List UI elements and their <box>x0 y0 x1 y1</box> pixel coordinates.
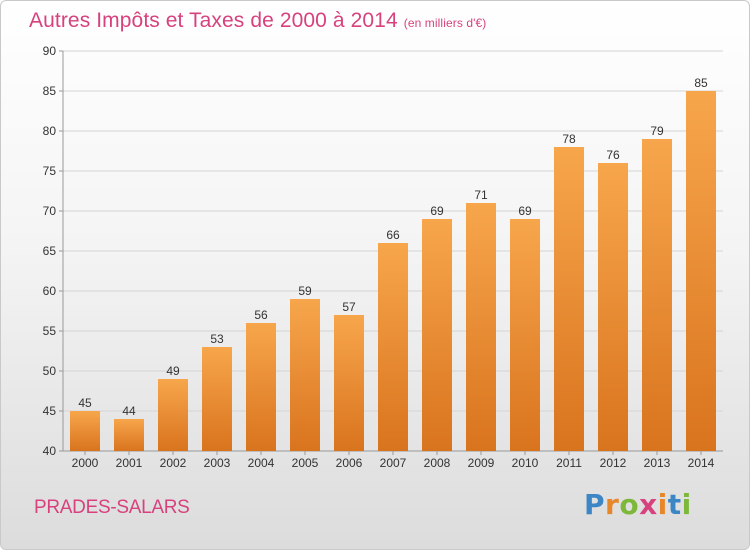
x-tick-label: 2000 <box>72 456 99 470</box>
bar-2006 <box>334 315 364 451</box>
data-label: 45 <box>78 396 92 410</box>
x-tick-label: 2003 <box>204 456 231 470</box>
logo-letter: i <box>681 488 692 521</box>
x-tick-label: 2002 <box>160 456 187 470</box>
bar-2004 <box>246 323 276 451</box>
place-name: PRADES-SALARS <box>34 497 190 518</box>
y-tick-label: 65 <box>43 244 57 258</box>
chart-title-text: Autres Impôts et Taxes de 2000 à 2014 <box>29 9 398 32</box>
logo-letter: P <box>584 488 606 521</box>
bar-2002 <box>158 379 188 451</box>
data-label: 79 <box>650 124 664 138</box>
bar-2009 <box>466 203 496 451</box>
data-label: 66 <box>386 228 400 242</box>
labels: 2000 45 2001 44 2002 49 2003 53 2004 56 2005 59 2006… <box>72 76 715 470</box>
logo-letter: x <box>639 488 658 521</box>
bar-2003 <box>202 347 232 451</box>
logo-letter: t <box>667 488 682 521</box>
data-label: 57 <box>342 300 356 314</box>
bars <box>70 91 716 451</box>
x-tick-label: 2007 <box>380 456 407 470</box>
y-tick-label: 90 <box>43 44 57 58</box>
y-tick-label: 40 <box>43 444 57 458</box>
x-tick-label: 2004 <box>248 456 275 470</box>
bar-2001 <box>114 419 144 451</box>
logo-letter: o <box>619 488 640 521</box>
x-tick-label: 2009 <box>468 456 495 470</box>
x-tick-label: 2008 <box>424 456 451 470</box>
data-label: 76 <box>606 148 620 162</box>
y-tick-label: 70 <box>43 204 57 218</box>
data-label: 49 <box>166 364 180 378</box>
bar-2007 <box>378 243 408 451</box>
logo-letter: r <box>605 488 620 521</box>
data-label: 44 <box>122 404 136 418</box>
data-label: 78 <box>562 132 576 146</box>
bar-2012 <box>598 163 628 451</box>
bar-2011 <box>554 147 584 451</box>
bar-2005 <box>290 299 320 451</box>
y-tick-label: 75 <box>43 164 57 178</box>
data-label: 85 <box>694 76 708 90</box>
x-tick-label: 2005 <box>292 456 319 470</box>
x-tick-label: 2013 <box>644 456 671 470</box>
bar-2008 <box>422 219 452 451</box>
data-label: 59 <box>298 284 312 298</box>
y-tick-label: 55 <box>43 324 57 338</box>
x-tick-label: 2006 <box>336 456 363 470</box>
x-tick-label: 2011 <box>556 456 582 470</box>
y-tick-label: 60 <box>43 284 57 298</box>
data-label: 53 <box>210 332 224 346</box>
bar-2014 <box>686 91 716 451</box>
y-tick-label: 50 <box>43 364 57 378</box>
proxiti-logo: Proxiti <box>584 488 692 521</box>
chart-unit: (en milliers d'€) <box>403 16 487 30</box>
x-tick-label: 2010 <box>512 456 539 470</box>
y-tick-label: 85 <box>43 84 57 98</box>
data-label: 69 <box>430 204 444 218</box>
y-tick-label: 45 <box>43 404 57 418</box>
chart-title: Autres Impôts et Taxes de 2000 à 2014 (en… <box>29 9 486 33</box>
x-tick-label: 2001 <box>116 456 143 470</box>
bar-2010 <box>510 219 540 451</box>
x-tick-label: 2012 <box>600 456 627 470</box>
data-label: 71 <box>474 188 488 202</box>
logo-letter: i <box>657 488 668 521</box>
bar-2013 <box>642 139 672 451</box>
x-tick-label: 2014 <box>688 456 715 470</box>
bar-2000 <box>70 411 100 451</box>
y-tick-label: 80 <box>43 124 57 138</box>
data-label: 56 <box>254 308 268 322</box>
data-label: 69 <box>518 204 532 218</box>
